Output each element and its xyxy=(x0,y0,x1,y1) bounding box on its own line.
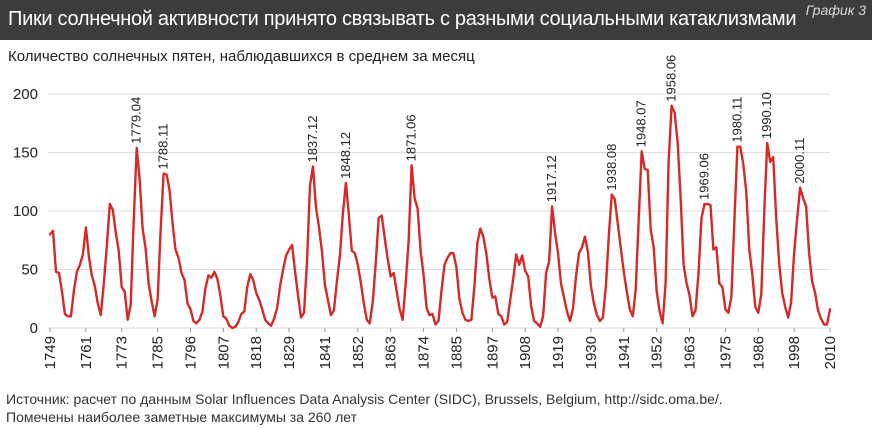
x-tick-label: 1963 xyxy=(682,336,699,369)
peak-label: 1958.06 xyxy=(664,55,679,102)
x-tick-labels: 1749 1761 1773 1785 1796 1807 1818 1829 1841 1852… xyxy=(42,328,839,369)
source-note: Источник: расчет по данным Solar Influen… xyxy=(6,391,723,407)
chart-title: Пики солнечной активности принято связыв… xyxy=(8,8,797,30)
peak-label: 1837.12 xyxy=(305,116,320,163)
x-tick-label: 1841 xyxy=(317,336,334,369)
x-tick-label: 2010 xyxy=(822,336,839,369)
x-tick-label: 1829 xyxy=(281,336,298,369)
chart-number-tag: График 3 xyxy=(805,2,866,18)
x-tick-label: 1773 xyxy=(114,336,131,369)
peak-label: 1980.11 xyxy=(729,97,744,143)
x-tick-label: 1749 xyxy=(42,336,59,369)
peak-label: 1788.11 xyxy=(156,124,171,170)
x-tick-label: 1908 xyxy=(517,336,534,369)
y-tick-label: 100 xyxy=(13,203,38,220)
y-tick-label: 50 xyxy=(21,262,38,279)
x-tick-label: 1785 xyxy=(150,336,167,369)
y-tick-label: 200 xyxy=(13,86,38,103)
chart-header: Пики солнечной активности принято связыв… xyxy=(0,0,872,40)
series-layer xyxy=(48,104,832,330)
sunspot-series-line xyxy=(48,104,832,330)
x-tick-label: 1930 xyxy=(583,336,600,369)
x-tick-label: 1952 xyxy=(649,336,666,369)
x-tick-label: 1807 xyxy=(215,336,232,369)
y-axis-description: Количество солнечных пятен, наблюдавшихс… xyxy=(8,48,475,65)
x-tick-label: 1998 xyxy=(786,336,803,369)
peak-label: 1990.10 xyxy=(759,92,774,139)
peak-label: 1779.04 xyxy=(129,97,144,144)
peak-annotations: 1779.04 1788.11 1837.12 1848.12 1871.06 1917.… xyxy=(129,55,807,203)
x-tick-label: 1897 xyxy=(484,336,501,369)
x-tick-label: 1818 xyxy=(248,336,265,369)
peaks-note: Помечены наиболее заметные максимумы за … xyxy=(6,409,358,425)
y-tick-label: 150 xyxy=(13,145,38,162)
x-tick-label: 1874 xyxy=(416,336,433,369)
y-tick-label: 0 xyxy=(30,320,38,337)
peak-label: 1969.06 xyxy=(696,153,711,200)
x-tick-label: 1761 xyxy=(78,336,95,369)
peak-label: 1917.12 xyxy=(544,155,559,202)
x-tick-label: 1941 xyxy=(616,336,633,369)
x-tick-label: 1919 xyxy=(550,336,567,369)
peak-label: 2000.11 xyxy=(792,138,807,184)
peak-label: 1871.06 xyxy=(404,114,419,161)
x-tick-label: 1852 xyxy=(350,336,367,369)
x-tick-label: 1885 xyxy=(448,336,465,369)
y-tick-labels: 0 50 100 150 200 xyxy=(13,86,38,337)
x-tick-label: 1986 xyxy=(750,336,767,369)
x-tick-label: 1975 xyxy=(717,336,734,369)
peak-label: 1848.12 xyxy=(338,132,353,179)
x-tick-label: 1863 xyxy=(383,336,400,369)
x-tick-label: 1796 xyxy=(182,336,199,369)
peak-label: 1938.08 xyxy=(604,144,619,191)
peak-label: 1948.07 xyxy=(634,100,649,147)
chart-footer: Источник: расчет по данным Solar Influen… xyxy=(6,390,723,426)
